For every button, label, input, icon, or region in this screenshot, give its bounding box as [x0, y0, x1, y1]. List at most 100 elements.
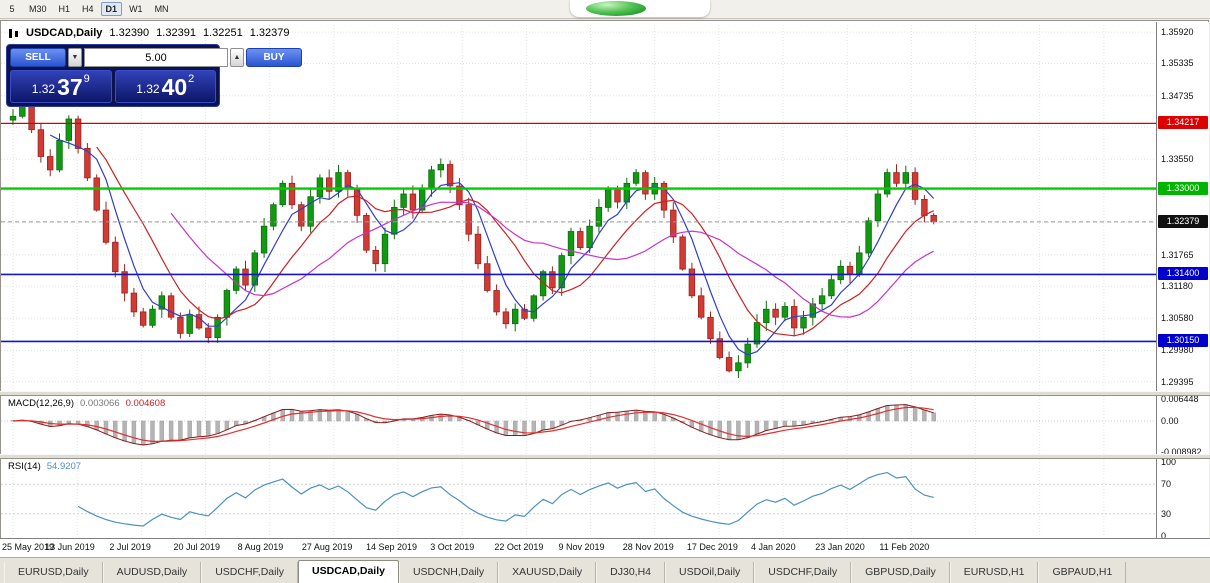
tab-usdcnh-daily[interactable]: USDCNH,Daily [398, 562, 499, 583]
period-button-5[interactable]: 5 [9, 4, 15, 14]
one-click-trading-panel: SELL ▼ ▲ BUY 1.32 37 9 1.32 40 2 [6, 44, 302, 107]
pane-splitter-rsi[interactable] [0, 454, 1210, 459]
sell-price-display[interactable]: 1.32 37 9 [10, 70, 112, 103]
price-axis-label: 1.30580 [1161, 313, 1194, 324]
price-badge-1.31400: 1.31400 [1158, 267, 1208, 281]
rsi-axis-label: 30 [1161, 508, 1172, 519]
price-axis-label: 1.33550 [1161, 154, 1194, 165]
price-axis-label: 1.35335 [1161, 58, 1194, 69]
ohlc-close: 1.32379 [249, 27, 290, 39]
rsi-indicator [77, 471, 934, 527]
tab-audusd-daily[interactable]: AUDUSD,Daily [102, 562, 202, 583]
price-badge-1.34217: 1.34217 [1158, 116, 1208, 130]
date-label: 13 Jun 2019 [45, 542, 95, 552]
chart-window [0, 20, 1209, 557]
date-label: 25 May 2019 [2, 542, 55, 552]
green-oval-logo-icon [586, 1, 646, 16]
macd-name: MACD(12,26,9) [8, 398, 74, 409]
rsi-name: RSI(14) [8, 461, 41, 472]
broker-logo-panel[interactable] [570, 0, 710, 17]
volume-input[interactable] [84, 48, 228, 67]
tab-usdoil-daily[interactable]: USDOil,Daily [665, 562, 755, 583]
sell-price-pips: 37 [57, 74, 83, 100]
chart-symbol-label: USDCAD,Daily [26, 27, 103, 39]
chevron-up-icon: ▲ [233, 54, 241, 61]
price-axis-label: 1.29980 [1161, 345, 1194, 356]
price-axis-label: 1.29395 [1161, 376, 1194, 387]
volume-increase-button[interactable]: ▲ [230, 48, 244, 67]
macd-axis-label: -0.008982 [1161, 447, 1202, 457]
chart-tabs-bar: EURUSD,Daily AUDUSD,Daily USDCHF,Daily USDC… [0, 557, 1210, 583]
date-label: 27 Aug 2019 [301, 542, 353, 552]
ohlc-open: 1.32390 [109, 27, 150, 39]
period-button-mn[interactable]: MN [154, 4, 169, 14]
macd-value-signal: 0.004608 [125, 398, 166, 409]
rsi-axis-label: 0 [1161, 531, 1167, 538]
buy-price-display[interactable]: 1.32 40 2 [114, 70, 216, 103]
date-label: 17 Dec 2019 [686, 542, 738, 552]
period-button-d1[interactable]: D1 [100, 2, 123, 16]
chevron-down-icon: ▼ [71, 54, 79, 61]
rsi-axis-label: 70 [1161, 479, 1172, 490]
buy-price-pips: 40 [161, 74, 188, 100]
chart-canvas[interactable] [1, 22, 1157, 538]
date-label: 3 Oct 2019 [430, 542, 475, 552]
pane-splitter-macd[interactable] [0, 391, 1210, 396]
price-axis-label: 1.35920 [1161, 27, 1194, 38]
macd-axis-label: 0.00 [1161, 416, 1179, 426]
date-label: 20 Jul 2019 [173, 542, 221, 552]
price-badge-1.33000: 1.33000 [1158, 181, 1208, 195]
buy-price-pipette: 2 [188, 73, 195, 85]
sell-price-base: 1.32 [31, 82, 56, 96]
ohlc-low: 1.32251 [202, 27, 243, 39]
sell-button[interactable]: SELL [10, 48, 66, 67]
price-axis-label: 1.31180 [1161, 281, 1193, 292]
price-badge-1.30150: 1.30150 [1158, 334, 1208, 348]
date-axis[interactable]: 25 May 2019 13 Jun 2019 2 Jul 2019 20 Jul 2… [0, 538, 1210, 557]
price-badge-1.32379: 1.32379 [1158, 214, 1208, 228]
period-button-m30[interactable]: M30 [29, 4, 47, 14]
date-label: 23 Jan 2020 [815, 542, 865, 552]
tab-usdcad-daily[interactable]: USDCAD,Daily [298, 560, 399, 583]
sell-price-pipette: 9 [83, 73, 90, 85]
rsi-label: RSI(14) 54.9207 [8, 461, 81, 472]
period-button-w1[interactable]: W1 [129, 4, 143, 14]
date-label: 9 Nov 2019 [558, 542, 605, 552]
tab-gbpusd-daily[interactable]: GBPUSD,Daily [851, 562, 950, 583]
date-label: 2 Jul 2019 [109, 542, 151, 552]
date-label: 8 Aug 2019 [237, 542, 284, 552]
moving-averages [49, 134, 935, 356]
candlestick-icon [9, 28, 19, 38]
macd-value-main: 0.003066 [80, 398, 120, 409]
buy-button[interactable]: BUY [246, 48, 302, 67]
macd-axis-label: 0.006448 [1161, 394, 1199, 404]
period-button-h1[interactable]: H1 [58, 4, 71, 14]
period-button-h4[interactable]: H4 [82, 4, 94, 14]
rsi-axis-label: 100 [1161, 457, 1177, 467]
tab-xauusd-daily[interactable]: XAUUSD,Daily [498, 562, 597, 583]
date-label: 22 Oct 2019 [494, 542, 544, 552]
tab-usdchf-daily[interactable]: USDCHF,Daily [754, 562, 852, 583]
timeframe-toolbar: 5 M30 H1 H4 D1 W1 MN [0, 0, 1210, 19]
macd-label: MACD(12,26,9) 0.003066 0.004608 [8, 398, 165, 409]
price-axis-label: 1.31765 [1161, 249, 1194, 260]
volume-decrease-button[interactable]: ▼ [68, 48, 82, 67]
buy-price-base: 1.32 [136, 82, 160, 96]
period-buttons: 5 M30 H1 H4 D1 W1 MN [0, 0, 1210, 18]
chart-info-line: USDCAD,Daily 1.32390 1.32391 1.32251 1.3… [9, 27, 289, 39]
date-label: 14 Sep 2019 [366, 542, 418, 552]
price-axis[interactable]: 1.35920 1.35335 1.34735 1.33550 1.31765 1.311… [1156, 22, 1209, 538]
date-label: 4 Jan 2020 [751, 542, 796, 552]
tab-eurusd-daily[interactable]: EURUSD,Daily [4, 562, 103, 583]
tab-eurusd-h1[interactable]: EURUSD,H1 [949, 562, 1039, 583]
tab-usdchf-daily[interactable]: USDCHF,Daily [201, 562, 299, 583]
level-lines [1, 122, 1157, 343]
date-label: 11 Feb 2020 [879, 542, 930, 552]
tab-gbpaud-h1[interactable]: GBPAUD,H1 [1038, 562, 1127, 583]
candles [9, 95, 937, 378]
ohlc-high: 1.32391 [156, 27, 196, 39]
price-axis-label: 1.34735 [1161, 90, 1194, 101]
date-label: 28 Nov 2019 [622, 542, 674, 552]
tab-dj30-h4[interactable]: DJ30,H4 [596, 562, 666, 583]
